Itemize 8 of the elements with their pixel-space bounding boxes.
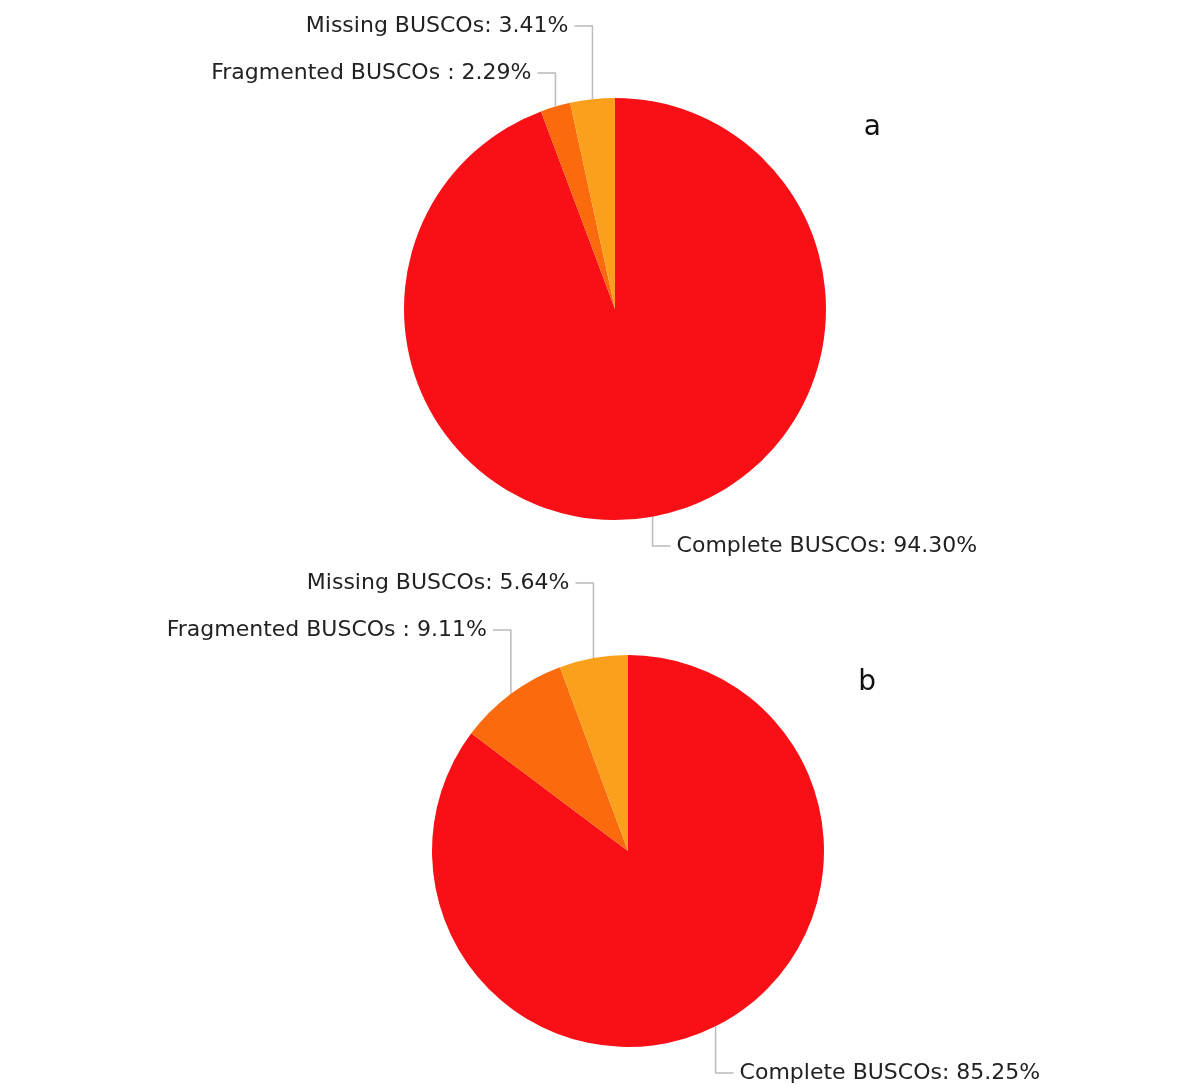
slice-label: Fragmented BUSCOs : 2.29% — [211, 58, 532, 84]
slice-label: Complete BUSCOs: 85.25% — [739, 1058, 1041, 1084]
text: a — [863, 108, 882, 142]
slice-label: Fragmented BUSCOs : 9.11% — [166, 615, 487, 641]
slice-label: Complete BUSCOs: 94.30% — [676, 531, 978, 557]
text: b — [858, 663, 877, 697]
slice-label: Missing BUSCOs: 5.64% — [306, 568, 570, 594]
slice-label: Missing BUSCOs: 3.41% — [305, 11, 569, 37]
